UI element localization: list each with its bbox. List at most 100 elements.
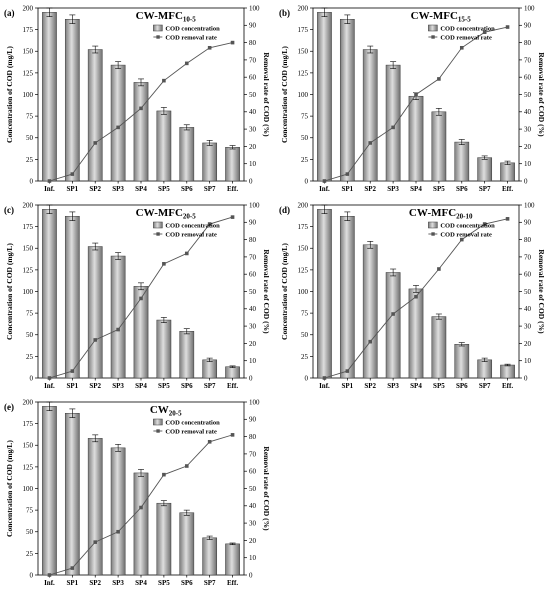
y-tick-label: 75	[301, 113, 309, 121]
y2-tick-label: 30	[249, 323, 257, 331]
x-tick-label: Eff.	[502, 382, 513, 390]
y2-tick-label: 10	[524, 357, 532, 365]
x-tick-label: SP7	[204, 185, 216, 193]
y-tick-label: 150	[23, 245, 34, 253]
y-tick-label: 175	[298, 223, 309, 231]
y-tick-label: 100	[23, 91, 34, 99]
bar	[477, 157, 493, 182]
bar	[362, 244, 378, 379]
bar	[339, 215, 355, 379]
y-axis-label: Concentration of COD (mg/L)	[5, 440, 14, 537]
y-tick-label: 200	[23, 4, 34, 12]
bar	[225, 543, 240, 576]
y-tick-label: 150	[298, 245, 309, 253]
legend-label: COD concentration	[440, 223, 495, 230]
bar	[477, 359, 493, 379]
x-tick-label: SP5	[433, 382, 445, 390]
x-tick-label: SP7	[204, 579, 216, 587]
x-tick-label: SP3	[112, 382, 124, 390]
bar	[408, 95, 424, 182]
legend-swatch-marker	[431, 232, 435, 236]
bar	[317, 209, 332, 379]
bar	[385, 64, 401, 182]
bar	[179, 331, 195, 379]
bar	[64, 18, 80, 182]
legend: COD concentration COD removal rate	[428, 221, 495, 239]
x-tick-label: SP5	[158, 185, 170, 193]
y-tick-label: 50	[26, 134, 34, 142]
panel-letter: (d)	[279, 205, 290, 215]
series-point	[505, 217, 510, 221]
y-tick-label: 0	[305, 177, 309, 185]
bar	[64, 215, 80, 379]
chart-title: CW20-5	[150, 404, 182, 418]
y-tick-label: 75	[26, 113, 34, 121]
series-point	[184, 464, 189, 468]
y-tick-label: 125	[298, 266, 309, 274]
panel-letter: (b)	[279, 8, 290, 18]
series-point	[459, 237, 464, 242]
y2-tick-label: 20	[249, 143, 257, 151]
series-point	[116, 125, 120, 130]
y-tick-label: 200	[298, 4, 309, 12]
bar	[339, 18, 355, 182]
y-tick-label: 25	[26, 156, 34, 164]
legend-label: COD removal rate	[440, 232, 492, 239]
series-point	[368, 339, 373, 344]
y2-tick-label: 40	[249, 502, 257, 510]
bar	[42, 209, 57, 379]
chart-title: CW-MFC20-10	[409, 207, 473, 221]
y2-tick-label: 10	[249, 357, 257, 365]
x-tick-label: SP4	[135, 579, 147, 587]
bar	[317, 12, 332, 182]
series-point	[230, 215, 235, 219]
series-point	[437, 77, 441, 81]
y2-tick-label: 60	[524, 271, 532, 279]
legend-label: COD concentration	[165, 420, 220, 427]
y2-tick-label: 50	[524, 288, 532, 296]
y2-tick-label: 60	[249, 271, 257, 279]
panel-letter: (c)	[4, 205, 14, 215]
series-point	[139, 296, 143, 301]
y2-axis-label: Removal rate of COD (%)	[262, 249, 271, 334]
x-tick-label: Eff.	[502, 185, 513, 193]
bar	[156, 110, 172, 182]
legend: COD concentration COD removal rate	[428, 24, 495, 42]
y2-tick-label: 50	[249, 288, 257, 296]
y-axis-label: Concentration of COD (mg/L)	[5, 243, 14, 340]
y2-tick-label: 100	[524, 201, 535, 209]
y-tick-label: 200	[23, 201, 34, 209]
bar	[202, 359, 218, 379]
y2-tick-label: 50	[249, 485, 257, 493]
legend: COD concentration COD removal rate	[153, 24, 220, 42]
series-point	[70, 172, 75, 176]
series-point	[47, 376, 52, 380]
series-point	[482, 30, 487, 35]
series-point	[116, 529, 120, 534]
y2-tick-label: 60	[249, 468, 257, 476]
y2-tick-label: 60	[524, 74, 532, 82]
y2-tick-label: 90	[524, 22, 532, 30]
series-point	[414, 92, 418, 97]
y2-tick-label: 40	[249, 305, 257, 313]
x-tick-label: Eff.	[227, 579, 238, 587]
y-tick-label: 50	[301, 134, 309, 142]
bar	[362, 49, 378, 182]
y-axis-label: Concentration of COD (mg/L)	[280, 46, 289, 143]
chart-panel-d: 0 25 50 75 100 125 150 175 200 0 10 20 30 40 50 60 70 80 9…	[279, 201, 546, 390]
y-tick-label: 125	[23, 463, 34, 471]
series-point	[414, 294, 418, 299]
bar	[42, 406, 57, 576]
x-tick-label: SP5	[433, 185, 445, 193]
y2-tick-label: 100	[249, 398, 260, 406]
x-tick-label: SP2	[364, 185, 376, 193]
bar	[225, 366, 240, 379]
y-tick-label: 175	[23, 420, 34, 428]
y2-tick-label: 0	[249, 374, 253, 382]
x-tick-label: SP4	[135, 185, 147, 193]
series-point	[184, 251, 189, 256]
y-tick-label: 100	[298, 288, 309, 296]
x-tick-label: Inf.	[44, 382, 55, 390]
series-point	[505, 25, 510, 29]
y-tick-label: 150	[23, 48, 34, 56]
